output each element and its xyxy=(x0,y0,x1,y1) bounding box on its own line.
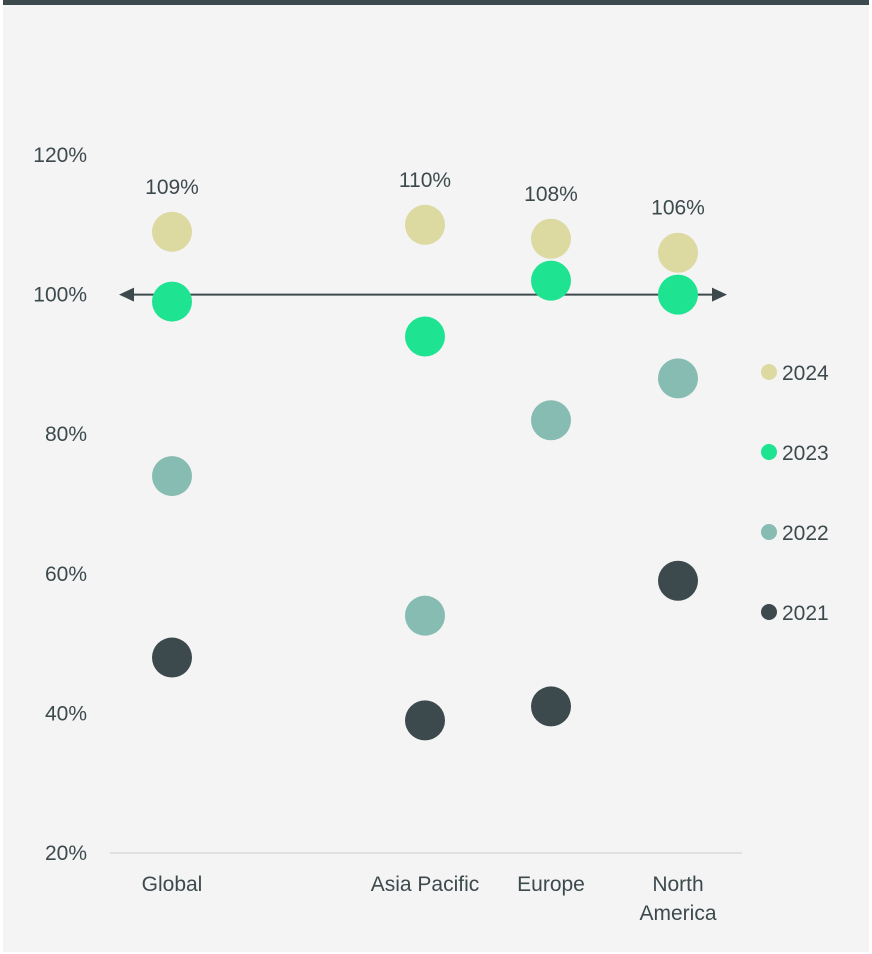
x-category-label: Global xyxy=(142,873,203,896)
y-tick-label: 60% xyxy=(45,563,87,586)
point-2023-north-america xyxy=(658,274,698,315)
point-2021-global xyxy=(152,637,192,678)
point-2023-europe xyxy=(531,260,571,301)
point-2024-europe xyxy=(531,218,571,259)
data-label: 108% xyxy=(524,183,578,206)
chart-panel: 120% 100% 80% 60% 40% 20% 109% 110% 108% 106% Gl… xyxy=(3,0,869,952)
point-2022-asia-pacific xyxy=(405,595,445,636)
point-2024-north-america xyxy=(658,232,698,273)
arrow-right-icon xyxy=(712,287,727,302)
y-tick-label: 40% xyxy=(45,702,87,725)
data-label: 106% xyxy=(651,197,705,220)
legend-label: 2024 xyxy=(782,362,829,385)
point-2022-north-america xyxy=(658,358,698,399)
y-axis-ticks: 120% 100% 80% 60% 40% 20% xyxy=(33,144,87,865)
legend: 2024 2023 2022 2021 xyxy=(761,362,829,625)
point-2022-europe xyxy=(531,400,571,441)
data-label: 110% xyxy=(399,169,451,192)
chart: 120% 100% 80% 60% 40% 20% 109% 110% 108% 106% Gl… xyxy=(33,144,829,925)
data-labels: 109% 110% 108% 106% xyxy=(145,169,705,220)
data-points xyxy=(152,204,698,741)
reference-line-100 xyxy=(119,287,727,302)
point-2021-europe xyxy=(531,686,571,727)
x-category-label: Europe xyxy=(517,873,585,896)
point-2023-asia-pacific xyxy=(405,316,445,357)
legend-swatch xyxy=(761,364,777,380)
legend-item-2022: 2022 xyxy=(761,522,829,545)
x-category-label: North America xyxy=(639,873,716,925)
x-category-label: Asia Pacific xyxy=(371,873,480,896)
y-tick-label: 120% xyxy=(33,144,87,167)
legend-item-2023: 2023 xyxy=(761,442,829,465)
point-2023-global xyxy=(152,281,192,322)
point-2021-north-america xyxy=(658,560,698,601)
data-label: 109% xyxy=(145,176,199,199)
legend-swatch xyxy=(761,604,777,620)
legend-label: 2023 xyxy=(782,442,829,465)
arrow-left-icon xyxy=(119,287,134,302)
point-2021-asia-pacific xyxy=(405,700,445,741)
y-tick-label: 100% xyxy=(33,284,87,307)
y-tick-label: 80% xyxy=(45,423,87,446)
y-tick-label: 20% xyxy=(45,842,87,865)
legend-label: 2022 xyxy=(782,522,829,545)
x-axis-categories: Global Asia Pacific Europe North America xyxy=(142,873,717,925)
legend-item-2021: 2021 xyxy=(761,602,829,625)
point-2022-global xyxy=(152,456,192,497)
legend-swatch xyxy=(761,524,777,540)
point-2024-asia-pacific xyxy=(405,204,445,245)
legend-item-2024: 2024 xyxy=(761,362,829,385)
legend-swatch xyxy=(761,444,777,460)
legend-label: 2021 xyxy=(782,602,829,625)
point-2024-global xyxy=(152,211,192,252)
